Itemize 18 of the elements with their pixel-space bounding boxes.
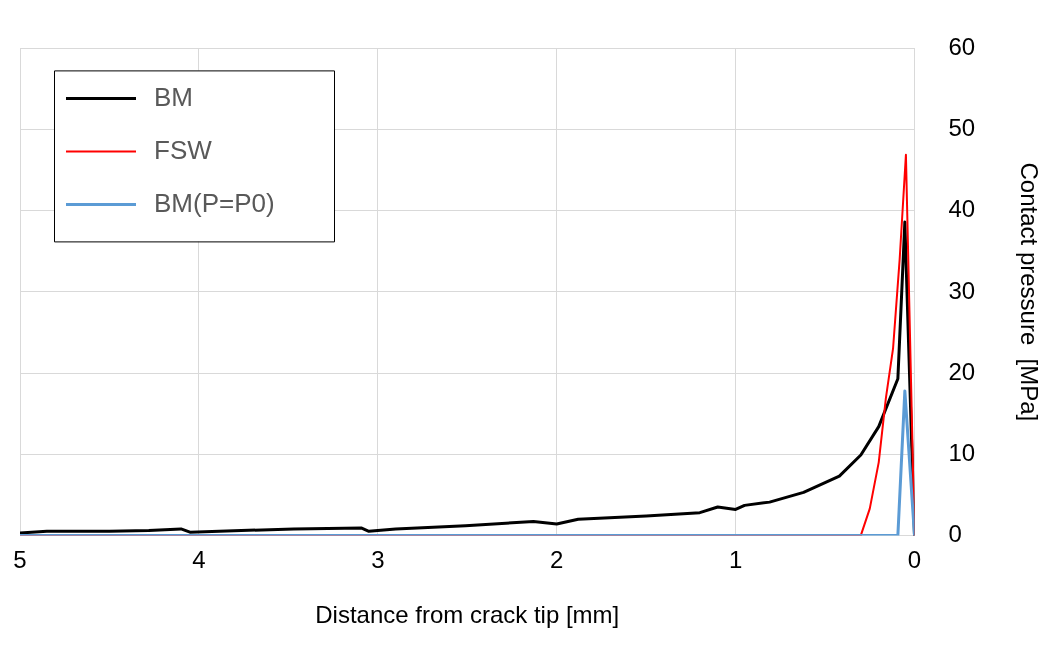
x-tick-label: 1 [728, 546, 743, 574]
x-axis-title: Distance from crack tip [mm] [315, 601, 620, 629]
y-tick-label: 50 [948, 114, 976, 142]
x-tick-label: 2 [550, 546, 564, 574]
y-tick-label: 40 [948, 195, 976, 223]
y-tick-label: 10 [948, 438, 976, 466]
x-tick-label: 0 [907, 546, 922, 574]
legend-label: BM [154, 81, 193, 112]
legend-label: FSW [154, 134, 213, 165]
legend-label: BM(P=P0) [154, 187, 275, 218]
x-tick-label: 5 [13, 546, 27, 574]
y-tick-label: 60 [948, 33, 976, 61]
y-tick-label: 20 [948, 357, 976, 385]
x-tick-label: 4 [192, 546, 206, 574]
y-tick-label: 0 [948, 520, 962, 548]
x-tick-label: 3 [371, 546, 385, 574]
y-tick-label: 30 [948, 276, 976, 304]
y-axis-title: Contact pressure [MPa] [1015, 162, 1043, 422]
